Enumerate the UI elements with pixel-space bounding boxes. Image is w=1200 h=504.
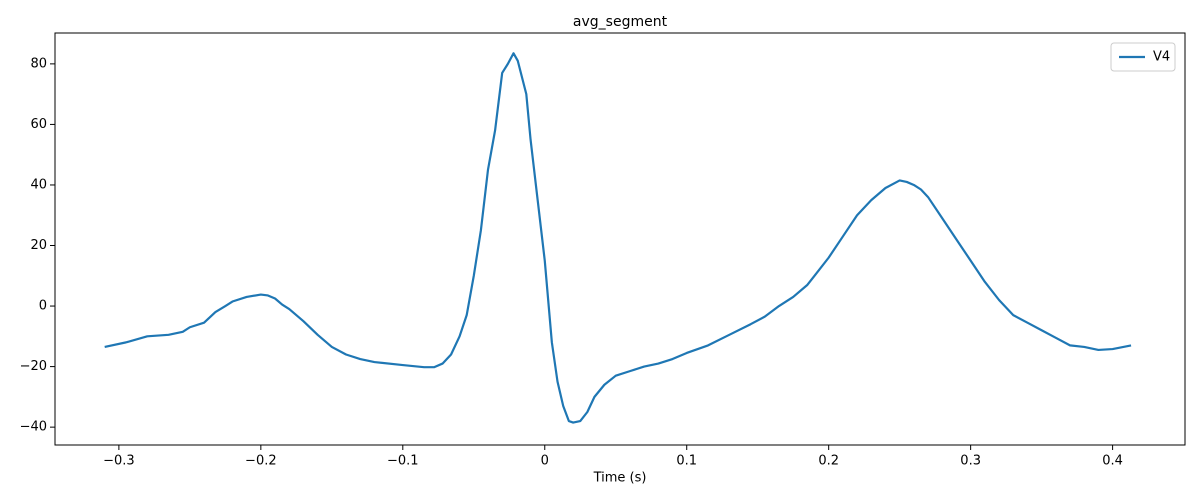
x-tick-label: −0.1 [387, 454, 419, 469]
x-tick-label: 0.3 [960, 454, 981, 469]
y-tick-label: 60 [30, 117, 47, 132]
plot-frame [54, 32, 1186, 446]
x-tick-label: 0 [541, 454, 549, 469]
x-tick-label: 0.1 [676, 454, 697, 469]
x-tick-label: −0.2 [245, 454, 277, 469]
y-tick-label: 40 [30, 177, 47, 192]
y-tick-label: 0 [39, 299, 47, 314]
x-tick-label: −0.3 [103, 454, 135, 469]
x-axis-label: Time (s) [593, 471, 647, 486]
y-tick-label: −40 [20, 420, 47, 435]
y-tick-label: −20 [20, 359, 47, 374]
chart-title: avg_segment [573, 14, 668, 30]
line-series [104, 52, 1132, 424]
x-tick-label: 0.2 [818, 454, 839, 469]
x-tick-label: 0.4 [1102, 454, 1123, 469]
y-tick-label: 20 [30, 238, 47, 253]
y-tick-label: 80 [30, 56, 47, 71]
legend-label: V4 [1153, 50, 1170, 65]
